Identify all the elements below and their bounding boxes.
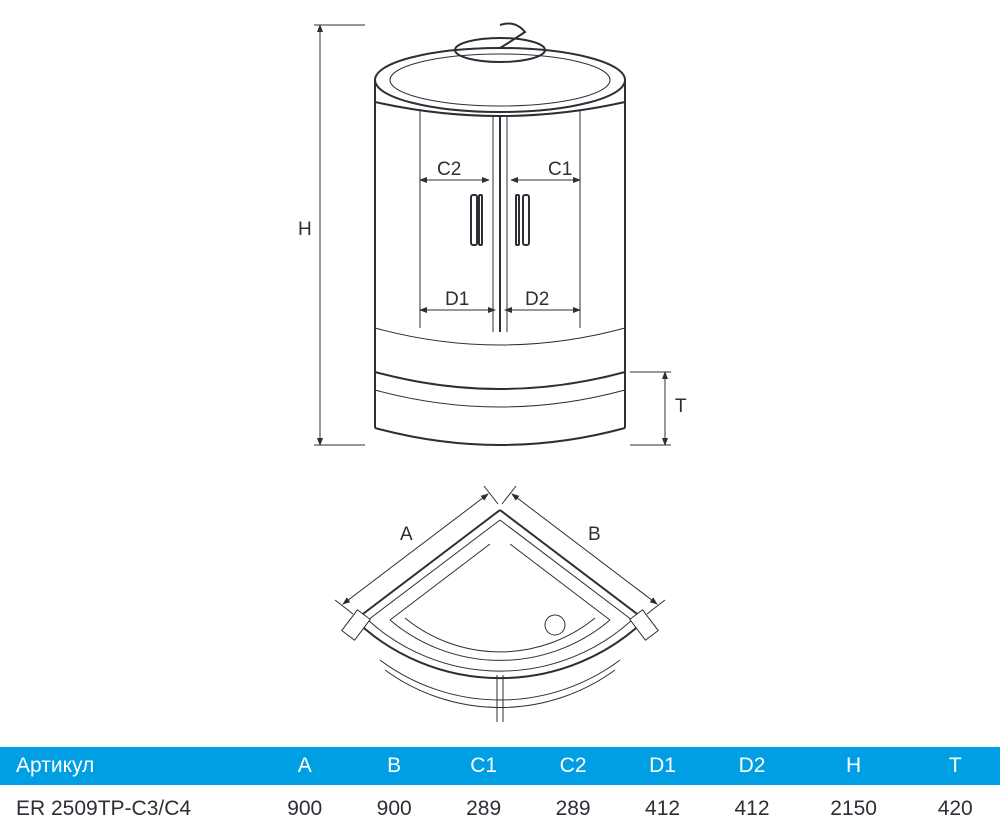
label-c2: C2: [437, 159, 461, 180]
label-h: H: [298, 219, 312, 240]
label-d1: D1: [445, 289, 469, 310]
front-elevation: C2 C1 D1 D2 H T: [298, 24, 687, 445]
label-c1: C1: [548, 159, 572, 180]
th-article: Артикул: [0, 747, 260, 785]
td-article: ER 2509TP-C3/C4: [0, 785, 260, 833]
td-d2: 412: [707, 785, 796, 833]
th-c2: C2: [528, 747, 617, 785]
label-t: T: [675, 396, 687, 417]
td-c2: 289: [528, 785, 617, 833]
td-h: 2150: [797, 785, 911, 833]
td-d1: 412: [618, 785, 707, 833]
th-a: A: [260, 747, 349, 785]
table-row: ER 2509TP-C3/C4 900 900 289 289 412 412 …: [0, 785, 1000, 833]
table-header-row: Артикул A B C1 C2 D1 D2 H T: [0, 747, 1000, 785]
th-d2: D2: [707, 747, 796, 785]
label-b: B: [588, 524, 601, 545]
th-d1: D1: [618, 747, 707, 785]
td-t: 420: [910, 785, 1000, 833]
th-t: T: [910, 747, 1000, 785]
td-b: 900: [349, 785, 438, 833]
plan-view: A B: [335, 486, 665, 722]
td-a: 900: [260, 785, 349, 833]
th-h: H: [797, 747, 911, 785]
diagram-svg: C2 C1 D1 D2 H T: [0, 0, 1000, 740]
diagram-area: C2 C1 D1 D2 H T: [0, 0, 1000, 740]
dimension-table: Артикул A B C1 C2 D1 D2 H T ER 2509TP-C3…: [0, 747, 1000, 833]
label-a: A: [400, 524, 413, 545]
th-b: B: [349, 747, 438, 785]
th-c1: C1: [439, 747, 528, 785]
label-d2: D2: [525, 289, 549, 310]
td-c1: 289: [439, 785, 528, 833]
